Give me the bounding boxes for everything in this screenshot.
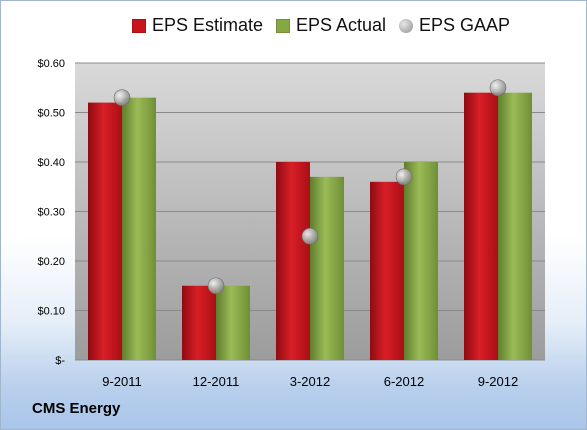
x-tick-label: 3-2012 xyxy=(290,374,330,389)
x-tick-label: 9-2011 xyxy=(102,374,142,389)
legend-label-gaap: EPS GAAP xyxy=(419,15,511,35)
marker-eps-gaap xyxy=(395,168,413,186)
bars xyxy=(88,92,532,361)
bar-eps-estimate xyxy=(88,102,122,360)
legend-item-gaap: EPS GAAP xyxy=(399,15,510,36)
y-axis-ticks: $- $0.10 $0.20 $0.30 $0.40 $0.50 $0.60 xyxy=(37,58,65,367)
marker-eps-gaap xyxy=(113,89,131,106)
y-tick-label: $0.60 xyxy=(37,58,65,70)
company-name: CMS Energy xyxy=(32,400,121,417)
bar-eps-actual xyxy=(310,176,344,360)
x-axis-ticks: 9-2011 12-2011 3-2012 6-2012 9-2012 xyxy=(102,374,518,389)
y-tick-label: $0.50 xyxy=(37,108,65,120)
legend-swatch-estimate xyxy=(132,18,146,33)
legend-item-actual: EPS Actual xyxy=(276,15,386,36)
bar-eps-estimate xyxy=(182,285,216,360)
bar-eps-actual xyxy=(122,97,156,361)
y-tick-label: $0.10 xyxy=(37,306,65,318)
x-tick-label: 9-2012 xyxy=(478,374,518,389)
bar-eps-estimate xyxy=(276,162,310,360)
marker-eps-gaap xyxy=(207,277,225,295)
bar-eps-actual xyxy=(216,285,250,360)
x-tick-label: 12-2011 xyxy=(193,374,240,389)
bar-eps-actual xyxy=(498,92,532,360)
y-tick-label: $0.20 xyxy=(37,256,65,268)
legend-swatch-actual xyxy=(276,18,290,33)
legend-item-estimate: EPS Estimate xyxy=(132,15,263,36)
bar-eps-estimate xyxy=(370,181,404,360)
bar-eps-actual xyxy=(404,162,438,360)
legend-marker-gaap xyxy=(399,18,413,33)
legend-label-actual: EPS Actual xyxy=(296,15,387,35)
marker-eps-gaap xyxy=(301,227,319,245)
legend-label-estimate: EPS Estimate xyxy=(152,15,264,35)
gaap-markers xyxy=(113,79,507,295)
y-tick-label: $- xyxy=(55,355,65,367)
bar-eps-estimate xyxy=(464,92,498,360)
marker-eps-gaap xyxy=(489,79,507,97)
legend: EPS Estimate EPS Actual EPS GAAP xyxy=(1,15,586,45)
y-tick-label: $0.40 xyxy=(37,157,65,169)
y-tick-label: $0.30 xyxy=(37,207,65,219)
x-tick-label: 6-2012 xyxy=(384,374,424,389)
